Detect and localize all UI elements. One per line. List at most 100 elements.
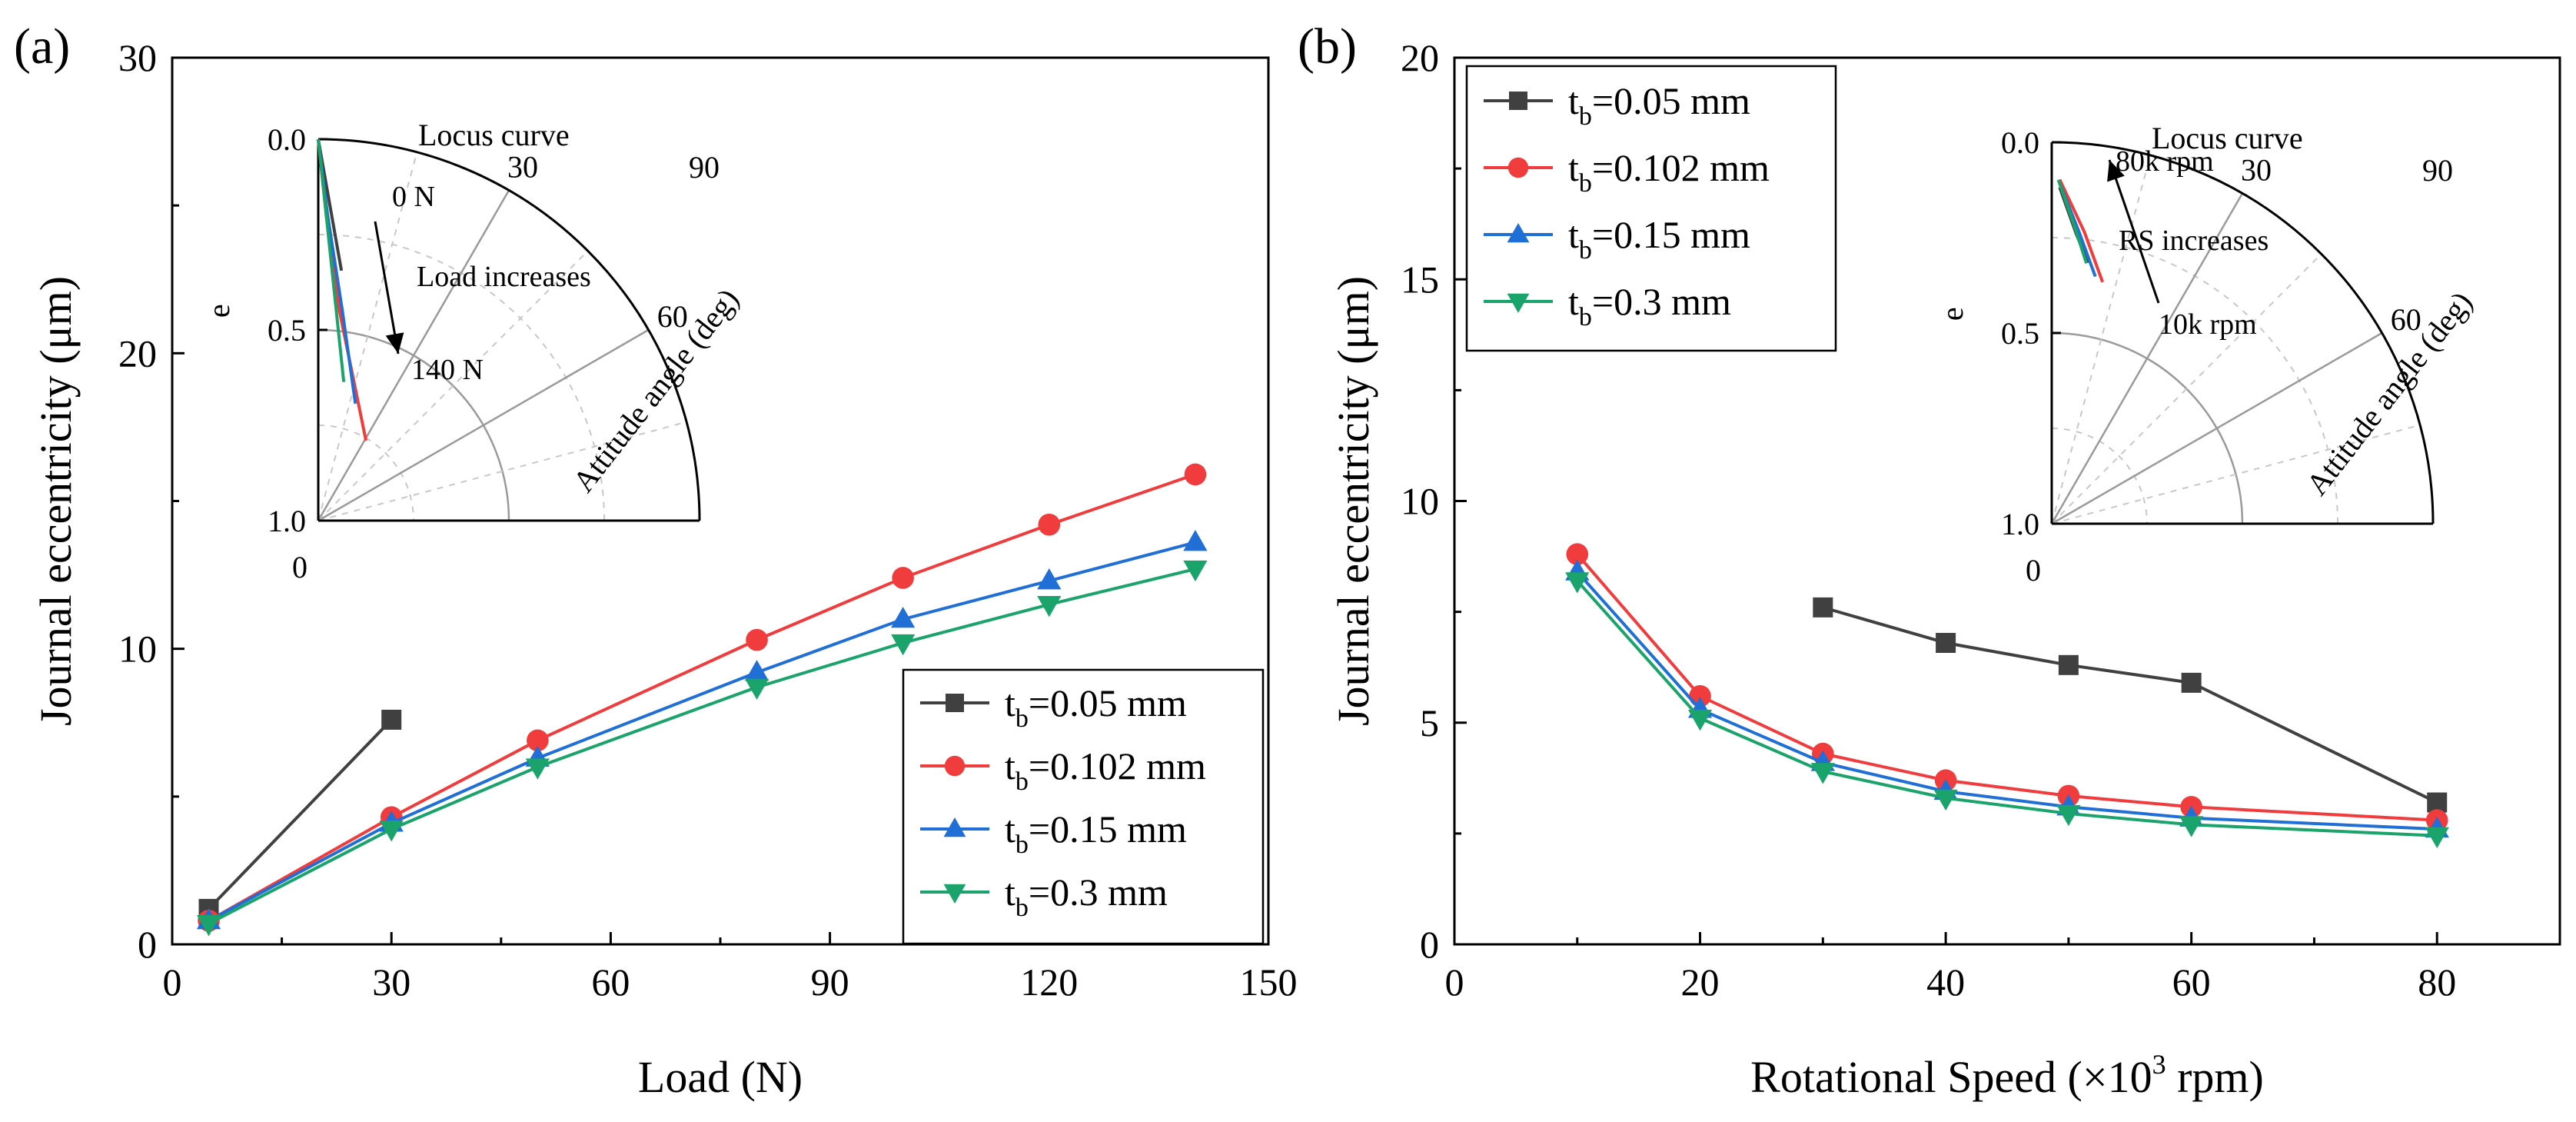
legend-subscript: b: [1015, 704, 1029, 733]
inset-radial-label: e: [201, 304, 236, 318]
x-tick-label: 150: [1240, 961, 1298, 1004]
inset-grid-radial: [2050, 192, 2244, 524]
inset-radial-tick-label: 0.0: [268, 122, 306, 157]
inset-grid-radial: [2051, 155, 2152, 524]
series-t_b=0.3 mm: [1565, 572, 2449, 849]
data-point: [1566, 543, 1589, 565]
x-ticks: 0 20 40 60 80: [1445, 932, 2456, 1004]
legend-text: =0.15 mm: [1592, 213, 1750, 256]
legend: tb=0.05 mm tb=0.102 mm tb=0.15 mm tb=0.3 mm: [1465, 65, 1837, 352]
data-point: [2179, 816, 2204, 837]
y-axis-label: Journal eccentricity (μm): [1328, 276, 1378, 726]
inset-annotation: 80k rpm: [2116, 145, 2214, 178]
y-ticks: 0 10 20 30: [118, 36, 184, 966]
data-point: [1183, 530, 1208, 551]
legend: tb=0.05 mm tb=0.102 mm tb=0.15 mm tb=0.3 mm: [902, 668, 1265, 945]
inset-arrow-line: [374, 221, 400, 355]
inset-grid-radial: [2051, 424, 2421, 524]
inset-title: Locus curve: [418, 118, 570, 152]
inset-outer-arc: [2051, 141, 2435, 524]
legend-marker: [946, 694, 964, 712]
data-point: [1037, 568, 1062, 590]
x-tick-label: 60: [2172, 961, 2211, 1004]
inset-polar: 0.0 0.5 1.0 e 0 30 60 90 Locus curve Attitude ang…: [201, 118, 746, 584]
inset-grid-radial: [317, 250, 589, 521]
legend-subscript: b: [1579, 303, 1592, 331]
data-point: [1183, 560, 1208, 582]
inset-radial-label: e: [1935, 307, 1969, 321]
legend-subscript: b: [1579, 102, 1592, 131]
data-point: [525, 758, 550, 780]
y-tick-label: 0: [138, 923, 157, 966]
data-point: [744, 660, 769, 681]
data-point: [746, 628, 768, 651]
inset-radial-tick-label: 0.0: [2001, 125, 2039, 160]
legend-box: [1465, 65, 1837, 352]
legend-subscript: b: [1015, 767, 1029, 796]
inset-annotation: 140 N: [411, 354, 484, 386]
inset-angle-tick-label: 0: [2026, 553, 2041, 588]
legend-label: tb=0.3 mm: [1005, 871, 1168, 922]
legend-marker: [944, 755, 966, 777]
inset-arrow-line: [2108, 159, 2160, 304]
legend-label: tb=0.15 mm: [1568, 213, 1750, 265]
panel-label: (a): [14, 18, 70, 75]
inset-grid-radial: [317, 189, 510, 521]
x-axis-label-sup: 3: [2152, 1049, 2166, 1080]
data-point: [2425, 827, 2449, 849]
series-line: [208, 718, 393, 911]
data-point: [1687, 709, 1713, 731]
legend-text: =0.3 mm: [1029, 871, 1168, 914]
y-axis-label: Journal eccentricity (μm): [31, 276, 81, 726]
data-point: [1813, 597, 1833, 618]
data-point: [1037, 595, 1062, 618]
x-axis-label: Load (N): [638, 1052, 803, 1102]
legend-text: =0.05 mm: [1029, 681, 1187, 724]
data-point: [892, 567, 914, 589]
inset-angle-tick-label: 30: [507, 149, 538, 184]
data-point: [1810, 763, 1835, 784]
x-tick-label: 0: [1445, 961, 1464, 1004]
data-point: [381, 709, 402, 730]
legend-subscript: b: [1015, 831, 1029, 859]
inset-angle-label: Attitude angle (deg): [566, 282, 746, 499]
legend-subscript: b: [1579, 169, 1592, 198]
series-t_b=0.102 mm: [1566, 543, 2448, 831]
inset-grid-radial: [317, 151, 418, 521]
inset-grid-radial: [317, 421, 687, 521]
inset-annotation: 10k rpm: [2159, 308, 2257, 341]
y-tick-label: 20: [118, 331, 157, 375]
data-point: [379, 821, 404, 842]
legend-text: =0.15 mm: [1029, 807, 1187, 851]
x-tick-label: 90: [811, 961, 849, 1004]
data-point: [891, 634, 916, 656]
data-point: [1565, 572, 1590, 594]
data-point: [2056, 804, 2081, 827]
legend-label: tb=0.05 mm: [1568, 79, 1750, 131]
legend-subscript: b: [1579, 236, 1592, 265]
inset-annotation: 0 N: [392, 181, 435, 213]
inset-annotation: Load increases: [417, 261, 591, 293]
legend-label: tb=0.102 mm: [1005, 744, 1206, 796]
inset-arrow-head: [2107, 160, 2125, 182]
legend-text: =0.3 mm: [1592, 280, 1731, 323]
x-tick-label: 0: [163, 961, 182, 1004]
panel-label: (b): [1298, 18, 1357, 75]
inset-grid-radial: [2051, 253, 2322, 524]
panel-a: 0 30 60 90 120 150 0 10 20 30 Load (N) Journal ecce…: [14, 18, 1298, 1102]
inset-angle-tick-label: 60: [657, 299, 688, 334]
inset-angle-tick-label: 90: [2422, 153, 2453, 188]
inset-radial-tick-label: 0.5: [2001, 316, 2039, 351]
x-axis-label: Rotational Speed (×103 rpm): [1750, 1049, 2264, 1102]
y-ticks: 0 5 10 15 20: [1401, 36, 1467, 966]
series-t_b=0.05 mm: [198, 709, 402, 919]
x-axis-label-end: rpm): [2166, 1052, 2264, 1102]
x-tick-label: 40: [1926, 961, 1965, 1004]
inset-angle-label: Attitude angle (deg): [2299, 285, 2479, 502]
inset-arrow-head: [385, 332, 404, 354]
y-tick-label: 10: [1401, 480, 1439, 523]
inset-radial-tick-label: 0.5: [268, 313, 306, 348]
legend-text: =0.102 mm: [1592, 146, 1770, 189]
legend-marker: [1507, 223, 1530, 243]
